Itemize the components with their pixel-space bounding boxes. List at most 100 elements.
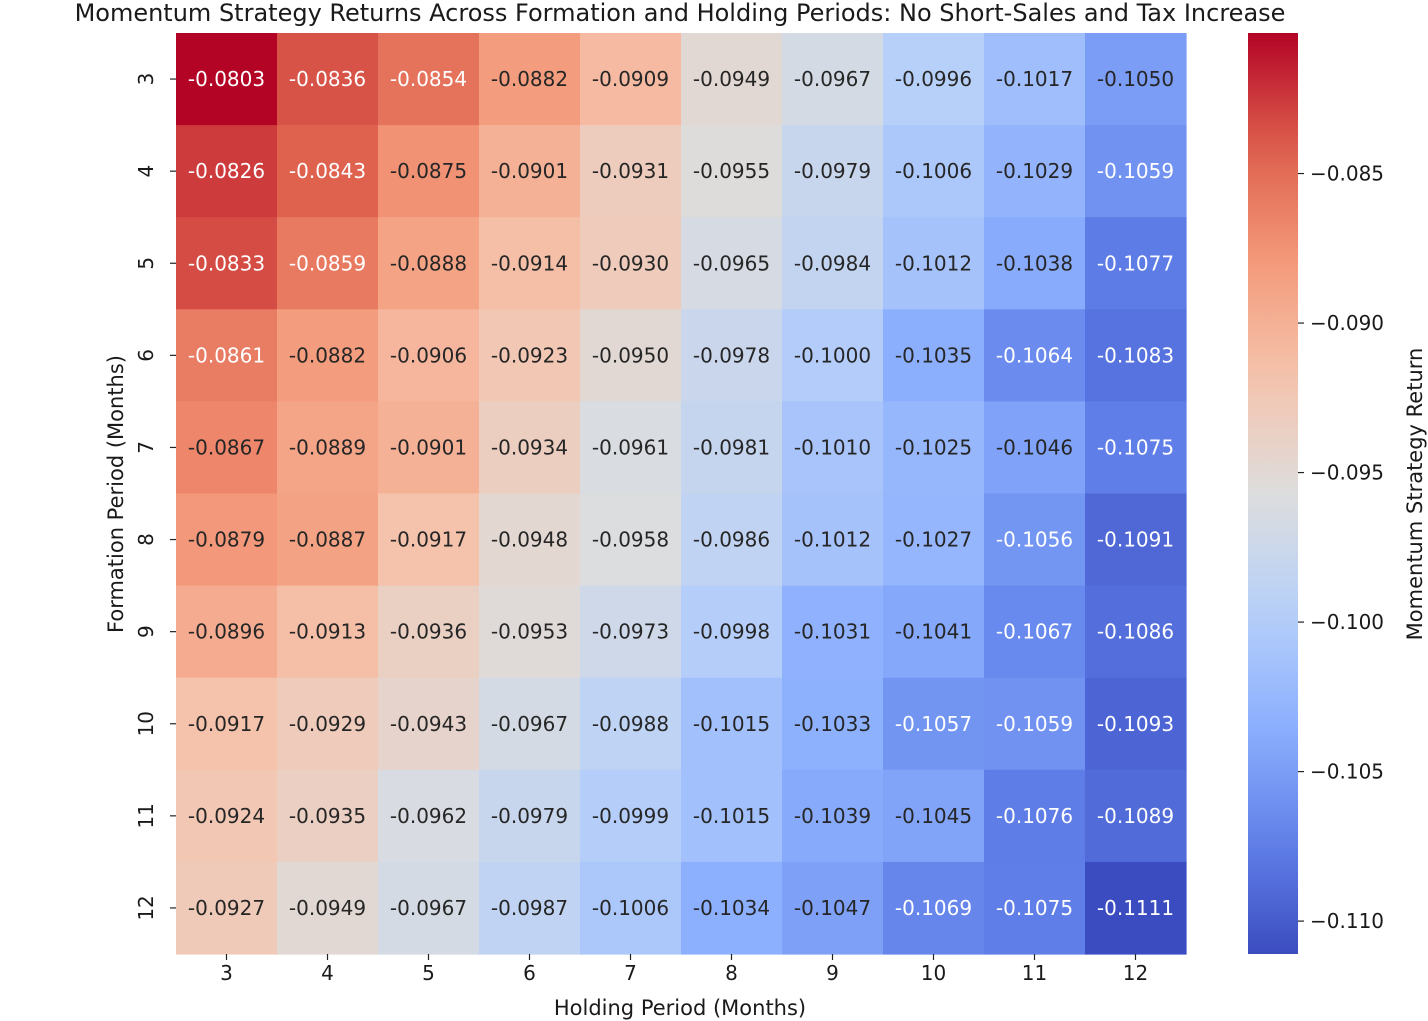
cell-value-label: -0.0973 [592, 620, 669, 644]
heatmap-cell [1085, 309, 1187, 402]
heatmap-cell [883, 125, 985, 218]
cell-value-label: -0.1033 [794, 712, 871, 736]
heatmap-cell [782, 33, 884, 126]
cell-value-label: -0.0958 [592, 528, 669, 552]
heatmap-cell [984, 401, 1086, 495]
x-tick-label: 12 [1123, 961, 1148, 985]
heatmap-cell [1085, 585, 1187, 679]
cell-value-label: -0.1059 [1097, 159, 1174, 183]
heatmap-cell [176, 861, 278, 955]
heatmap-cell [580, 217, 682, 310]
heatmap-cell [782, 585, 884, 679]
cell-value-label: -0.0979 [794, 159, 871, 183]
heatmap-cell [984, 585, 1086, 679]
heatmap-cell [176, 677, 278, 771]
cell-value-label: -0.0867 [188, 435, 265, 459]
heatmap-cell [378, 585, 480, 679]
heatmap-cell [782, 309, 884, 402]
heatmap-cell [378, 125, 480, 218]
cell-value-label: -0.0889 [289, 435, 366, 459]
cell-value-label: -0.0984 [794, 251, 871, 275]
cell-value-label: -0.0909 [592, 67, 669, 91]
cell-value-label: -0.1015 [693, 804, 770, 828]
cell-value-label: -0.0859 [289, 251, 366, 275]
heatmap-cell [580, 125, 682, 218]
cell-value-label: -0.1089 [1097, 804, 1174, 828]
heatmap-cell [176, 769, 278, 863]
cell-value-label: -0.1034 [693, 896, 770, 920]
cell-value-label: -0.0999 [592, 804, 669, 828]
cell-value-label: -0.1017 [996, 67, 1073, 91]
cell-value-label: -0.0882 [289, 343, 366, 367]
cell-value-label: -0.0962 [390, 804, 467, 828]
cell-value-label: -0.1046 [996, 435, 1073, 459]
heatmap-cell [984, 493, 1086, 587]
heatmap-cell [681, 585, 783, 679]
heatmap-cell [1085, 401, 1187, 495]
colorbar-tick-label: −0.090 [1310, 311, 1384, 335]
heatmap-cell [681, 493, 783, 587]
y-tick-label: 10 [134, 711, 158, 736]
colorbar-tick-label: −0.085 [1310, 162, 1384, 186]
y-axis-label: Formation Period (Months) [104, 355, 128, 633]
cell-value-label: -0.0924 [188, 804, 265, 828]
heatmap-cell [277, 769, 379, 863]
heatmap-cell [479, 33, 581, 126]
heatmap-cell [277, 33, 379, 126]
heatmap-cell [681, 769, 783, 863]
cell-value-label: -0.1035 [895, 343, 972, 367]
cell-value-label: -0.0936 [390, 620, 467, 644]
cell-value-label: -0.0901 [390, 435, 467, 459]
cell-value-label: -0.0965 [693, 251, 770, 275]
heatmap-cell [378, 493, 480, 587]
heatmap-cell [1085, 493, 1187, 587]
heatmap-cell [176, 493, 278, 587]
cell-value-label: -0.1111 [1097, 896, 1174, 920]
cell-value-label: -0.0967 [491, 712, 568, 736]
heatmap-cell [479, 585, 581, 679]
x-tick-label: 5 [422, 961, 435, 985]
heatmap-cell [277, 309, 379, 402]
heatmap-cell [176, 309, 278, 402]
cell-value-label: -0.1012 [895, 251, 972, 275]
cell-value-label: -0.1075 [996, 896, 1073, 920]
y-tick-label: 4 [134, 165, 158, 178]
heatmap-cell [782, 125, 884, 218]
heatmap-cell [984, 769, 1086, 863]
heatmap-cell [176, 217, 278, 310]
heatmap-cell [984, 125, 1086, 218]
colorbar-tick-label: −0.100 [1310, 610, 1384, 634]
cell-value-label: -0.0836 [289, 67, 366, 91]
heatmap-cell [984, 217, 1086, 310]
heatmap-cell [1085, 769, 1187, 863]
heatmap-cell [378, 677, 480, 771]
cell-value-label: -0.1059 [996, 712, 1073, 736]
heatmap-cell [681, 33, 783, 126]
cell-value-label: -0.0803 [188, 67, 265, 91]
cell-value-label: -0.1064 [996, 343, 1073, 367]
heatmap-cell [782, 677, 884, 771]
heatmap-cell [580, 309, 682, 402]
heatmap-cell [883, 33, 985, 126]
heatmap-cell [782, 861, 884, 955]
x-tick-label: 9 [826, 961, 839, 985]
heatmap-cell [277, 401, 379, 495]
heatmap-cell [378, 861, 480, 955]
heatmap-cells: -0.0803 -0.0836 -0.0854 -0.0882 -0.0909 -0.09… [176, 33, 1187, 955]
cell-value-label: -0.1077 [1097, 251, 1174, 275]
cell-value-label: -0.1050 [1097, 67, 1174, 91]
cell-value-label: -0.0981 [693, 435, 770, 459]
cell-value-label: -0.0888 [390, 251, 467, 275]
heatmap-cell [479, 769, 581, 863]
heatmap-cell [883, 585, 985, 679]
heatmap-cell [378, 217, 480, 310]
cell-value-label: -0.0967 [794, 67, 871, 91]
heatmap-cell [681, 861, 783, 955]
y-tick-label: 9 [134, 625, 158, 638]
y-axis: 3 4 5 6 7 8 9 10 11 12 [134, 73, 176, 921]
heatmap-cell [984, 677, 1086, 771]
x-tick-label: 10 [921, 961, 946, 985]
x-tick-label: 11 [1022, 961, 1047, 985]
cell-value-label: -0.0986 [693, 528, 770, 552]
